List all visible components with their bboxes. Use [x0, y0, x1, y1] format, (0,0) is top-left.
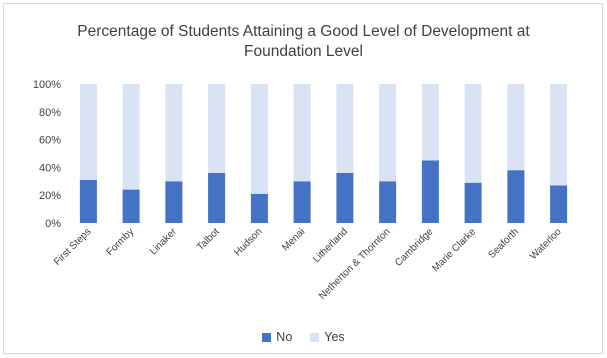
bar-no-first-steps: [79, 179, 97, 223]
bar-yes-first-steps: [79, 84, 97, 180]
x-category-label: Cambridge: [393, 226, 436, 269]
bar-no-hudson: [250, 193, 268, 223]
y-tick-label: 100%: [33, 79, 61, 91]
bar-yes-hudson: [250, 84, 268, 194]
bar-yes-linaker: [165, 84, 183, 182]
x-category-label: Seaforth: [486, 226, 521, 261]
legend-item-yes: Yes: [310, 330, 345, 344]
x-category-label: Linaker: [148, 226, 179, 257]
bar-no-litherland: [336, 173, 354, 223]
bar-yes-talbot: [208, 84, 226, 173]
bar-no-formby: [122, 189, 140, 223]
bar-yes-litherland: [336, 84, 354, 173]
bar-yes-marie-clarke: [464, 84, 482, 183]
legend-label-no: No: [276, 330, 293, 344]
bar-no-netherton-thornton: [379, 181, 397, 223]
chart-title-line-1: Percentage of Students Attaining a Good …: [77, 23, 530, 40]
legend-swatch-no: [262, 332, 272, 342]
y-tick-label: 20%: [39, 190, 61, 202]
x-category-label: Formby: [104, 226, 136, 258]
bar-no-talbot: [208, 173, 226, 223]
x-category-label: Talbot: [195, 226, 222, 253]
y-tick-label: 40%: [39, 162, 61, 174]
bar-yes-seaforth: [507, 84, 525, 171]
bar-yes-formby: [122, 84, 140, 190]
bar-no-waterloo: [550, 185, 568, 223]
x-category-label: Marie Clarke: [430, 226, 478, 274]
y-tick-label: 80%: [39, 107, 61, 119]
x-category-label: Menai: [280, 226, 307, 253]
x-category-label: First Steps: [52, 226, 94, 268]
legend-item-no: No: [262, 330, 292, 344]
bar-no-linaker: [165, 181, 183, 223]
legend-label-yes: Yes: [324, 330, 345, 344]
x-category-label: Netherton & Thornton: [317, 226, 393, 302]
bar-no-menai: [293, 181, 311, 223]
bar-yes-menai: [293, 84, 311, 182]
bar-no-cambridge: [421, 160, 439, 223]
bar-yes-waterloo: [550, 84, 568, 186]
chart-title: Percentage of Students Attaining a Good …: [0, 22, 607, 62]
x-category-label: Hudson: [232, 226, 264, 258]
y-tick-label: 60%: [39, 135, 61, 147]
bar-yes-cambridge: [421, 84, 439, 161]
x-category-label: Waterloo: [528, 226, 564, 262]
legend: No Yes: [0, 330, 607, 344]
bar-yes-netherton-thornton: [379, 84, 397, 182]
y-tick-label: 0%: [45, 218, 61, 230]
bar-no-marie-clarke: [464, 182, 482, 223]
bar-no-seaforth: [507, 170, 525, 223]
legend-swatch-yes: [310, 332, 320, 342]
x-category-label: Litherland: [311, 226, 350, 265]
chart-title-line-2: Foundation Level: [244, 43, 363, 60]
